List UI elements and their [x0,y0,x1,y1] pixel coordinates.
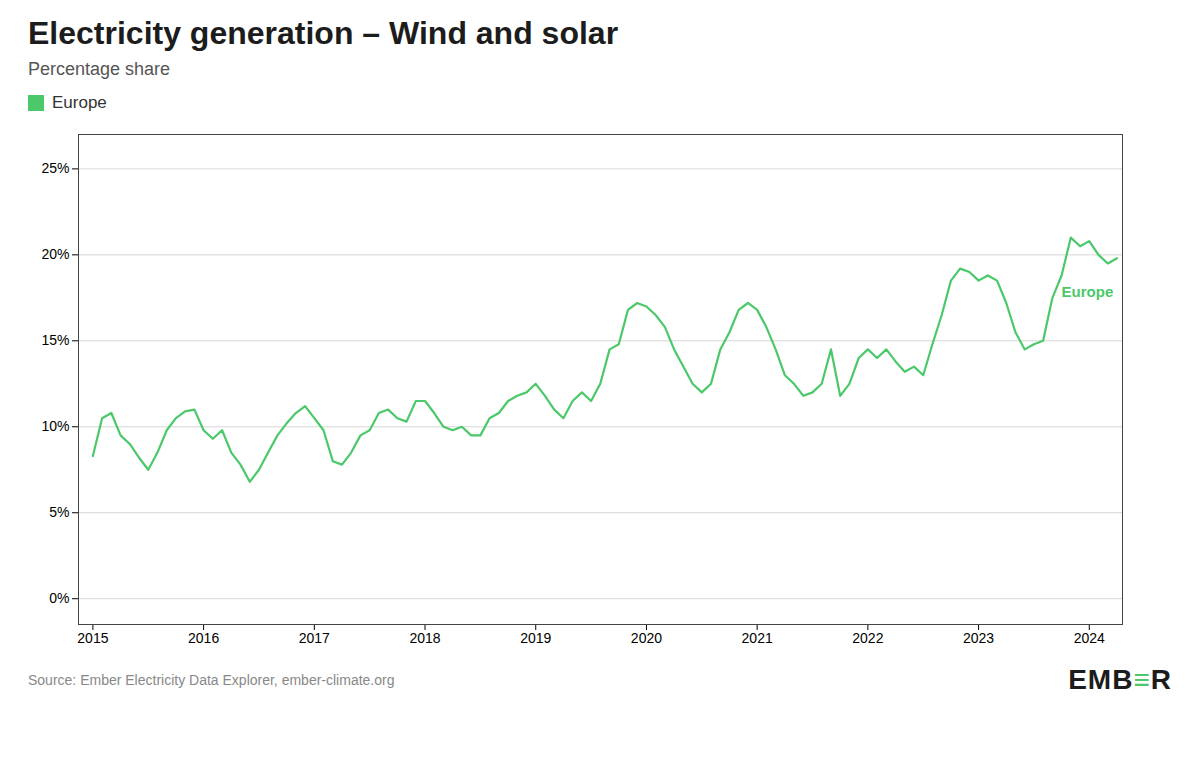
svg-text:2015: 2015 [77,630,108,646]
svg-text:2022: 2022 [852,630,883,646]
svg-text:Europe: Europe [1062,283,1114,300]
svg-text:2023: 2023 [963,630,994,646]
html-text:Europe: Europe [52,92,107,112]
svg-text:2021: 2021 [742,630,773,646]
svg-text:20%: 20% [41,246,69,262]
html-text:Electricity generation – Wind: Electricity generation – Wind and solar [28,15,619,51]
svg-text:2020: 2020 [631,630,662,646]
html-text:Percentage share: Percentage share [28,59,171,80]
svg-text:0%: 0% [49,590,69,606]
svg-text:2018: 2018 [409,630,440,646]
svg-text:2017: 2017 [299,630,330,646]
svg-text:5%: 5% [49,504,69,520]
svg-text:15%: 15% [41,332,69,348]
svg-text:2024: 2024 [1074,630,1105,646]
svg-text:25%: 25% [41,160,69,176]
html-text:Source: Ember Electricity Data: Source: Ember Electricity Data Explorer,… [28,671,395,688]
svg-text:2019: 2019 [520,630,551,646]
svg-text:2016: 2016 [188,630,219,646]
html-text:EMB ≡ R: EMB ≡ R [1068,663,1172,695]
svg-text:10%: 10% [41,418,69,434]
